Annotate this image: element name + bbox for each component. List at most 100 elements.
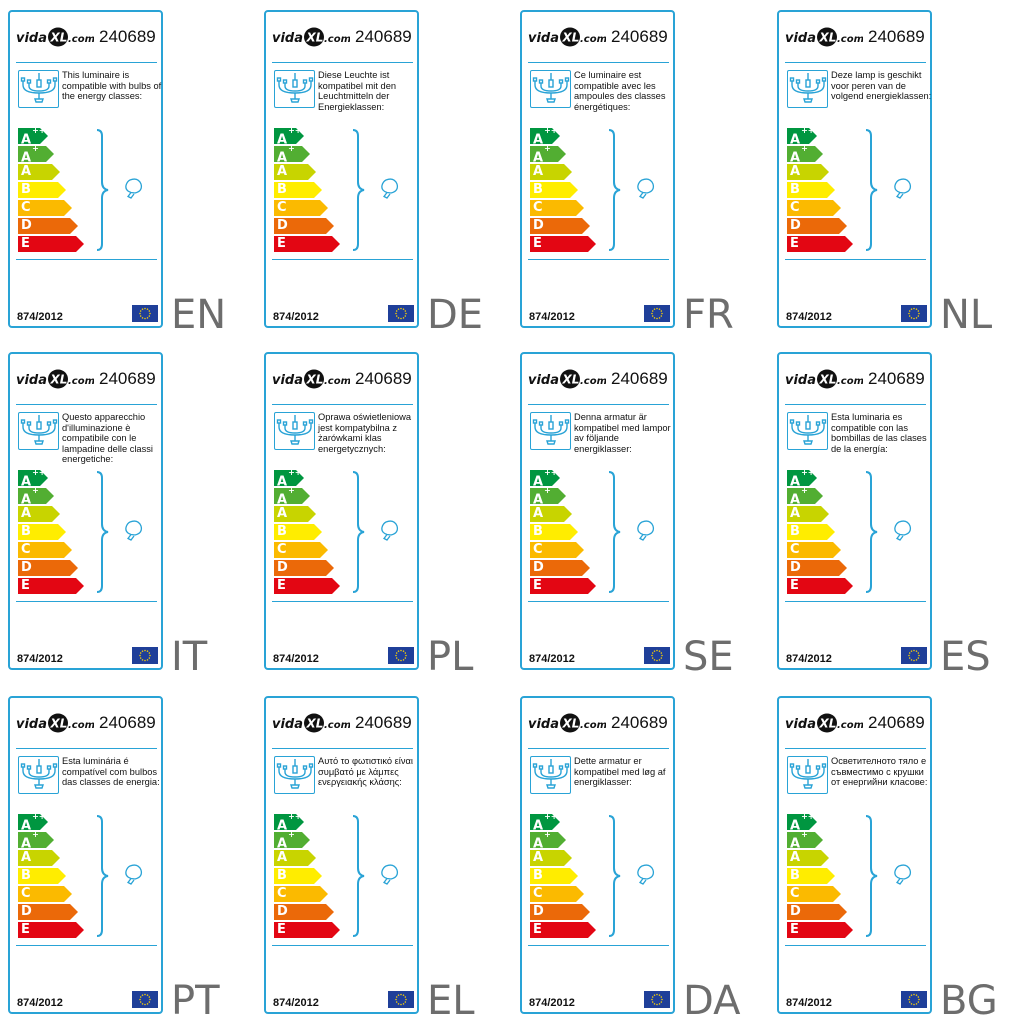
energy-class-plus: + — [288, 830, 295, 839]
svg-text:.com: .com — [68, 34, 94, 45]
energy-class-letter: A++ — [533, 468, 558, 490]
light-bulb-icon — [374, 863, 400, 890]
energy-class-letter: A — [533, 164, 543, 180]
energy-class-letter-text: A — [21, 850, 32, 865]
energy-class-letter-text: A — [533, 132, 544, 148]
energy-class-plus: + — [544, 144, 551, 153]
divider — [785, 601, 926, 602]
energy-label-pt: vida XL .com 240689 Esta luminária é com… — [8, 696, 163, 1014]
compatibility-text: Αυτό το φωτιστικό είναι συμβατό με λάμπε… — [318, 756, 413, 788]
energy-class-plus: + — [544, 830, 551, 839]
divider — [272, 945, 413, 946]
chandelier-icon — [787, 412, 828, 450]
energy-class-plus: + — [32, 144, 39, 153]
regulation-number: 874/2012 — [786, 653, 832, 665]
light-bulb-icon — [887, 519, 913, 546]
energy-class-letter-text: D — [533, 560, 544, 575]
energy-class-letter: C — [790, 542, 800, 558]
chandelier-icon — [787, 70, 828, 108]
compatibility-text: Осветителното тяло е съвместимо с крушки… — [831, 756, 928, 788]
energy-class-letter-text: E — [533, 236, 542, 251]
energy-class-letter: A++ — [21, 126, 45, 148]
energy-class-letter: B — [790, 524, 800, 540]
energy-class-letter: A++ — [21, 812, 45, 834]
energy-class-letter: E — [277, 236, 286, 252]
energy-class-letter: A — [790, 506, 800, 522]
energy-class-plus: ++ — [801, 126, 815, 135]
energy-class-letter: A++ — [21, 468, 45, 490]
energy-class-letter: A++ — [533, 126, 558, 148]
language-code-de: DE — [427, 292, 484, 338]
svg-text:vida: vida — [16, 717, 47, 732]
energy-class-letter: D — [277, 560, 288, 576]
energy-class-letter-text: C — [790, 542, 800, 557]
energy-class-letter: A+ — [21, 830, 39, 852]
energy-class-letter-text: A — [277, 474, 288, 490]
energy-class-letter: A++ — [277, 812, 301, 834]
curly-brace — [608, 128, 622, 257]
energy-class-letter: A — [21, 506, 31, 522]
light-bulb-icon — [630, 177, 656, 204]
divider — [16, 748, 157, 749]
eu-flag-icon — [388, 305, 414, 322]
energy-class-letter-text: B — [533, 182, 543, 197]
divider — [16, 62, 157, 63]
energy-class-letter: A+ — [21, 144, 39, 166]
energy-class-plus: ++ — [544, 126, 558, 135]
svg-text:XL: XL — [562, 31, 580, 45]
energy-class-letter: D — [533, 904, 544, 920]
energy-class-letter-text: B — [21, 182, 31, 197]
energy-class-letter-text: C — [21, 542, 31, 557]
curly-brace — [96, 814, 110, 943]
energy-class-letter-text: A — [21, 164, 32, 179]
energy-class-letter-text: E — [277, 578, 286, 593]
energy-class-letter: D — [533, 560, 544, 576]
energy-class-letter: A++ — [533, 812, 557, 834]
energy-class-scale: A++ A+ A B C D E — [274, 812, 340, 938]
language-code-se: SE — [683, 634, 734, 680]
svg-text:vida: vida — [785, 31, 816, 46]
energy-class-letter-text: A — [21, 492, 32, 508]
product-code: 240689 — [99, 27, 156, 46]
language-code-nl: NL — [940, 292, 993, 338]
regulation-number: 874/2012 — [273, 997, 319, 1009]
energy-class-letter-text: E — [21, 922, 30, 937]
energy-class-scale: A++ A+ A B C D E — [18, 468, 84, 594]
vidaxl-logo: vida XL .com — [16, 712, 95, 734]
energy-class-letter: A — [533, 506, 543, 522]
divider — [16, 601, 157, 602]
vidaxl-logo: vida XL .com — [272, 26, 351, 48]
divider — [785, 259, 926, 260]
curly-brace — [865, 128, 879, 257]
energy-class-letter: A — [790, 850, 800, 866]
divider — [528, 601, 669, 602]
product-code: 240689 — [355, 713, 412, 732]
energy-class-letter: E — [790, 578, 799, 594]
divider — [528, 259, 669, 260]
svg-text:vida: vida — [16, 373, 47, 388]
energy-class-letter-text: B — [533, 524, 543, 539]
svg-text:.com: .com — [837, 720, 863, 731]
svg-text:.com: .com — [324, 376, 350, 387]
energy-class-plus: ++ — [544, 468, 558, 477]
curly-brace — [608, 814, 622, 943]
energy-class-letter-text: A — [790, 506, 801, 521]
svg-text:.com: .com — [324, 720, 350, 731]
chandelier-icon — [18, 412, 59, 450]
energy-class-letter: A — [21, 850, 31, 866]
language-code-es: ES — [940, 634, 991, 680]
language-code-pt: PT — [171, 978, 220, 1024]
energy-class-letter-text: C — [533, 200, 543, 215]
energy-class-letter: A++ — [790, 468, 814, 490]
energy-class-letter-text: A — [533, 474, 544, 490]
energy-label-da: vida XL .com 240689 Dette armatur er kom… — [520, 696, 675, 1014]
energy-class-plus: ++ — [801, 812, 815, 821]
divider — [528, 748, 669, 749]
energy-class-scale: A++ A+ A B C D E — [530, 126, 596, 252]
energy-class-letter-text: A — [21, 818, 32, 834]
energy-class-letter-text: A — [21, 836, 32, 852]
energy-class-scale: A++ A+ A B C D E — [18, 126, 84, 252]
energy-class-letter-text: B — [277, 524, 287, 539]
product-code: 240689 — [611, 369, 668, 388]
compatibility-text: Questo apparecchio d'illuminazione è com… — [62, 412, 153, 465]
